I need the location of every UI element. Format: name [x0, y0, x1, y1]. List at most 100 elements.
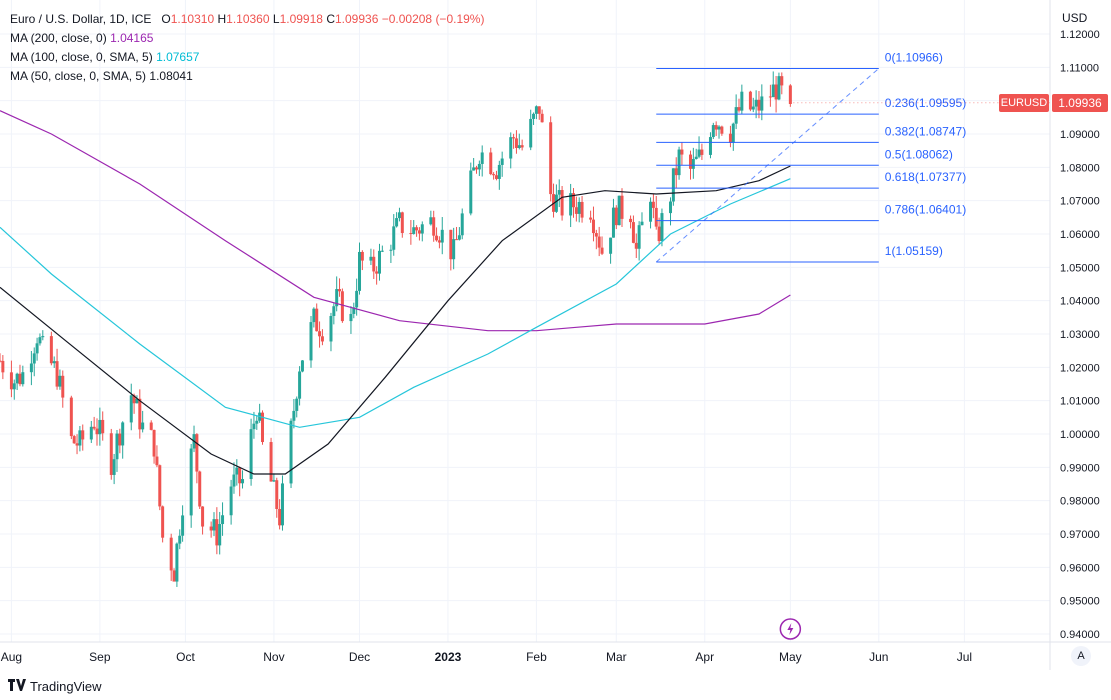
candle-body: [392, 226, 396, 250]
candle-body: [21, 372, 25, 385]
candle-body: [129, 395, 133, 423]
tradingview-brand[interactable]: TradingView: [8, 678, 102, 694]
candle-body: [460, 213, 464, 236]
candle-body: [292, 410, 296, 421]
candle-body: [109, 433, 113, 475]
ma100-line: [0, 178, 791, 428]
ma200-value: 1.04165: [110, 31, 154, 45]
candle-body: [335, 289, 339, 307]
x-tick-label: Mar: [606, 650, 627, 664]
y-tick-label: 1.04000: [1060, 296, 1100, 308]
candle-body: [41, 336, 45, 338]
candle-body: [477, 163, 481, 170]
candle-body: [1, 360, 5, 373]
auto-scale-button[interactable]: A: [1071, 646, 1091, 666]
candle-body: [472, 167, 476, 171]
candle-body: [221, 515, 225, 525]
candle-body: [651, 201, 655, 208]
candle-body: [777, 76, 781, 100]
candle-body: [669, 201, 673, 214]
candle-body: [694, 156, 698, 159]
candle-body: [748, 91, 752, 110]
candle-body: [318, 331, 322, 337]
candle-body: [440, 229, 444, 243]
legend-ma100-row[interactable]: MA (100, close, 0, SMA, 5) 1.07657: [10, 48, 484, 67]
candle-body: [432, 217, 436, 236]
legend-ma200-row[interactable]: MA (200, close, 0) 1.04165: [10, 29, 484, 48]
fib-level-label: 0.618(1.07377): [885, 170, 966, 184]
candle-body: [714, 125, 718, 130]
candle-body: [89, 426, 93, 440]
candle-body: [49, 336, 53, 364]
candle-body: [534, 106, 538, 114]
candle-body: [580, 201, 584, 218]
candle-body: [0, 360, 2, 362]
ma50-line: [0, 165, 791, 475]
candle-body: [557, 190, 561, 195]
lightning-icon-glyph: [787, 623, 794, 635]
candle-body: [711, 125, 715, 138]
ohlc-high: 1.10360: [226, 12, 270, 26]
candle-body: [708, 137, 712, 155]
legend-ma50-row[interactable]: MA (50, close, 0, SMA, 5) 1.08041: [10, 67, 484, 86]
candle-body: [18, 373, 22, 385]
x-tick-label: 2023: [435, 650, 462, 664]
x-tick-label: Aug: [1, 650, 22, 664]
candle-body: [332, 306, 336, 316]
x-tick-label: Apr: [695, 650, 714, 664]
candle-body: [32, 353, 36, 364]
candle-body: [574, 207, 578, 214]
candle-body: [12, 383, 16, 390]
candle-body: [358, 251, 362, 291]
candle-body: [261, 412, 264, 443]
ma50-value: 1.08041: [149, 69, 193, 83]
candle-body: [500, 158, 504, 165]
brand-name: TradingView: [30, 678, 102, 694]
candle-body: [717, 126, 721, 130]
candle-body: [614, 207, 618, 226]
candle-body: [768, 96, 772, 98]
candle-body: [540, 113, 544, 123]
y-tick-label: 1.00000: [1060, 429, 1100, 441]
ohlc-close: 1.09936: [334, 12, 379, 26]
ma200-line: [0, 110, 791, 332]
candle-body: [455, 239, 459, 241]
candle-body: [412, 227, 416, 234]
candle-body: [771, 84, 775, 98]
x-tick-label: Oct: [176, 650, 195, 664]
candle-body: [298, 371, 302, 399]
candle-body: [660, 213, 664, 242]
candle-body: [278, 508, 282, 526]
candle-body: [320, 336, 324, 342]
y-tick-label: 1.05000: [1060, 262, 1100, 274]
legend-symbol-row: Euro / U.S. Dollar, 1D, ICE O1.10310 H1.…: [10, 10, 484, 29]
candle-body: [369, 256, 373, 261]
y-tick-label: 0.95000: [1060, 596, 1100, 608]
y-tick-label: 1.02000: [1060, 362, 1100, 374]
price-axis-unit[interactable]: USD: [1062, 11, 1088, 25]
candle-body: [118, 433, 122, 446]
candle-body: [58, 375, 62, 387]
candle-body: [229, 486, 233, 516]
candle-body: [509, 137, 513, 159]
candle-body: [395, 218, 399, 227]
candle-body: [600, 247, 604, 254]
x-tick-label: Sep: [89, 650, 111, 664]
candle-body: [589, 217, 593, 220]
ohlc-low: 1.09918: [279, 12, 323, 26]
candle-body: [352, 307, 356, 314]
candle-body: [161, 506, 165, 538]
candle-body: [691, 158, 695, 169]
candle-body: [377, 250, 381, 274]
candle-body: [132, 395, 136, 404]
candle-body: [238, 467, 242, 484]
candle-body: [452, 239, 456, 260]
candle-body: [52, 361, 56, 364]
y-tick-label: 0.97000: [1060, 529, 1100, 541]
candle-body: [72, 436, 76, 444]
candle-body: [215, 519, 219, 546]
candle-body: [9, 372, 13, 390]
fib-level-label: 0.382(1.08747): [885, 124, 966, 138]
candle-body: [175, 543, 179, 582]
